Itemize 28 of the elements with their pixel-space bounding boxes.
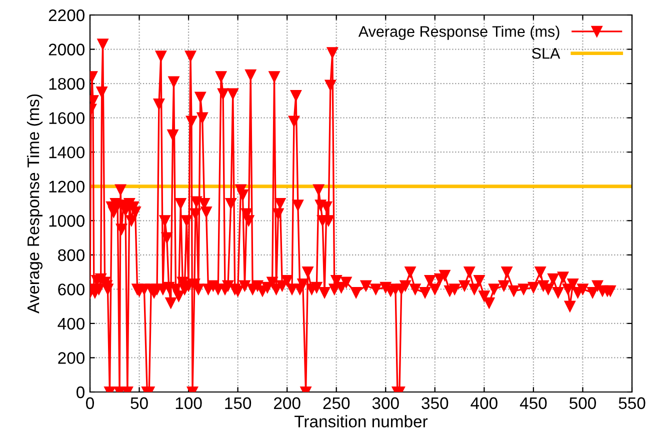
- y-tick-label: 400: [58, 318, 84, 330]
- y-tick-label: 2000: [48, 44, 84, 56]
- x-tick-label: 550: [618, 397, 646, 410]
- x-tick-label: 100: [176, 397, 202, 410]
- y-tick-label: 2200: [48, 9, 84, 22]
- x-tick-label: 500: [569, 397, 596, 410]
- y-tick-label: 0: [76, 386, 84, 398]
- y-axis-title: Average Response Time (ms): [26, 94, 43, 314]
- x-tick-label: 300: [372, 397, 399, 410]
- x-tick-label: 250: [323, 397, 350, 410]
- x-tick-label: 200: [274, 397, 300, 410]
- y-tick-label: 200: [58, 352, 84, 364]
- x-axis-title: Transition number: [294, 415, 428, 428]
- x-tick-label: 150: [225, 397, 252, 410]
- y-tick-label: 800: [58, 249, 84, 262]
- legend-label: Average Response Time (ms): [358, 26, 560, 40]
- y-tick-label: 1200: [49, 180, 84, 193]
- y-tick-label: 1000: [49, 215, 84, 227]
- y-tick-label: 1400: [49, 146, 84, 158]
- y-tick-label: 600: [58, 284, 84, 296]
- x-tick-label: 350: [422, 397, 448, 410]
- y-tick-label: 1600: [49, 112, 84, 124]
- x-tick-label: 0: [86, 397, 94, 410]
- x-tick-label: 50: [130, 397, 148, 410]
- x-tick-label: 400: [470, 397, 498, 410]
- x-tick-label: 450: [520, 397, 547, 410]
- y-tick-label: 1800: [49, 78, 84, 90]
- legend-label: SLA: [532, 48, 560, 59]
